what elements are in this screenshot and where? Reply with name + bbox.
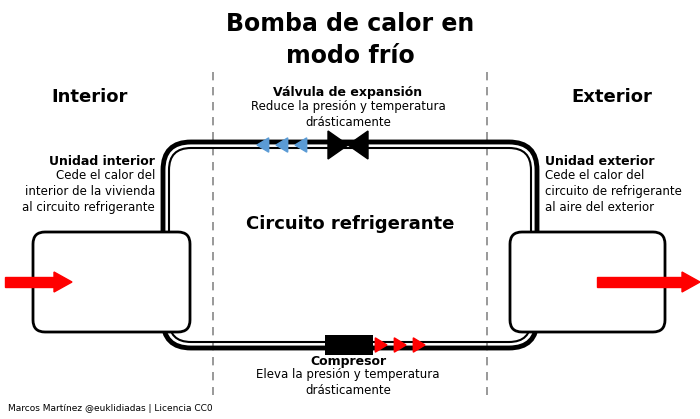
FancyBboxPatch shape (510, 232, 665, 332)
Polygon shape (413, 338, 425, 352)
Polygon shape (276, 138, 288, 152)
Text: Cede el calor del
interior de la vivienda
al circuito refrigerante: Cede el calor del interior de la viviend… (22, 169, 155, 214)
Text: Válvula de expansión: Válvula de expansión (274, 86, 423, 99)
Text: Reduce la presión y temperatura
drásticamente: Reduce la presión y temperatura drástica… (251, 100, 445, 129)
Polygon shape (295, 138, 307, 152)
Bar (325, 335, 373, 355)
Polygon shape (394, 338, 406, 352)
Polygon shape (257, 138, 269, 152)
FancyBboxPatch shape (33, 232, 190, 332)
Text: Unidad interior: Unidad interior (49, 155, 155, 168)
Text: Circuito refrigerante: Circuito refrigerante (246, 215, 454, 233)
Text: Bomba de calor en
modo frío: Bomba de calor en modo frío (226, 12, 474, 67)
Text: Unidad exterior: Unidad exterior (545, 155, 655, 168)
Text: Interior: Interior (52, 88, 128, 106)
Polygon shape (54, 272, 72, 292)
Polygon shape (375, 338, 387, 352)
Text: Compresor: Compresor (310, 355, 386, 368)
Bar (5, 277, 56, 287)
Bar (597, 277, 684, 287)
Polygon shape (348, 131, 368, 159)
Polygon shape (682, 272, 700, 292)
Text: Marcos Martínez @euklidiadas | Licencia CC0: Marcos Martínez @euklidiadas | Licencia … (8, 404, 213, 413)
Text: Cede el calor del
circuito de refrigerante
al aire del exterior: Cede el calor del circuito de refrigeran… (545, 169, 682, 214)
Polygon shape (328, 131, 348, 159)
Text: Exterior: Exterior (572, 88, 652, 106)
Text: Eleva la presión y temperatura
drásticamente: Eleva la presión y temperatura drásticam… (256, 368, 440, 397)
